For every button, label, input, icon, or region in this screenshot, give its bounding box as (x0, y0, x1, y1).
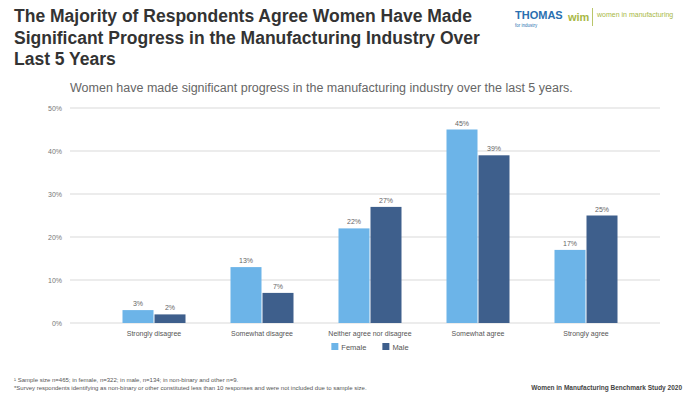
title-line: Significant Progress in the Manufacturin… (14, 28, 480, 48)
chart: The Majority of Respondents Agree Women … (0, 0, 696, 398)
data-label: 22% (347, 218, 361, 225)
y-tick-label: 40% (48, 148, 62, 155)
bar (587, 216, 618, 324)
subtitle: Women have made significant progress in … (70, 81, 573, 95)
title-line: Last 5 Years (14, 49, 116, 69)
grid-line (70, 194, 660, 195)
legend-swatch (382, 343, 389, 350)
grid-line (70, 151, 660, 152)
data-label: 39% (487, 145, 501, 152)
bar (555, 250, 586, 323)
bar (339, 228, 370, 323)
source: Women in Manufacturing Benchmark Study 2… (531, 384, 682, 392)
data-label: 7% (273, 283, 283, 290)
footnote: *Survey respondents identifying as non-b… (14, 385, 367, 391)
legend-label: Male (392, 343, 408, 352)
data-label: 45% (455, 120, 469, 127)
legend-swatch (331, 343, 338, 350)
bar (371, 207, 402, 323)
bar (447, 130, 478, 324)
bar (123, 310, 154, 323)
data-label: 2% (165, 304, 175, 311)
x-tick-label: Strongly disagree (127, 330, 182, 338)
data-labels: 3% 13% 22% 45% 17% 2% 7% 27% 39% 25% (133, 120, 609, 312)
x-tick-label: Somewhat disagree (231, 330, 293, 338)
x-tick-label: Somewhat agree (452, 330, 505, 338)
data-label: 17% (563, 240, 577, 247)
grid-line (70, 108, 660, 109)
y-tick-label: 30% (48, 191, 62, 198)
footnote: ¹ Sample size n=465; in female, n=322; i… (14, 377, 238, 383)
logo-text: THOMAS (515, 9, 563, 21)
title: The Majority of Respondents Agree Women … (14, 6, 480, 69)
y-tick-label: 20% (48, 234, 62, 241)
logo-text: women in manufacturing (596, 11, 673, 19)
logo-text: wim (567, 11, 590, 23)
legend: Female Male (331, 343, 408, 352)
x-tick-label: Neither agree nor disagree (328, 330, 411, 338)
grid (70, 108, 660, 323)
title-line: The Majority of Respondents Agree Women … (14, 6, 472, 26)
data-label: 3% (133, 300, 143, 307)
bar (479, 155, 510, 323)
legend-label: Female (341, 343, 366, 352)
legend-item: Male (382, 343, 408, 352)
data-label: 13% (239, 257, 253, 264)
logo-divider (592, 8, 594, 26)
y-tick-label: 10% (48, 277, 62, 284)
y-tick-label: 50% (48, 105, 62, 112)
y-tick-label: 0% (52, 320, 62, 327)
data-label: 25% (595, 206, 609, 213)
data-label: 27% (379, 197, 393, 204)
bar (231, 267, 262, 323)
bar (155, 314, 186, 323)
bar (263, 293, 294, 323)
logo-text: for industry (515, 23, 538, 28)
legend-item: Female (331, 343, 366, 352)
bars (123, 130, 618, 324)
x-tick-label: Strongly agree (563, 330, 609, 338)
